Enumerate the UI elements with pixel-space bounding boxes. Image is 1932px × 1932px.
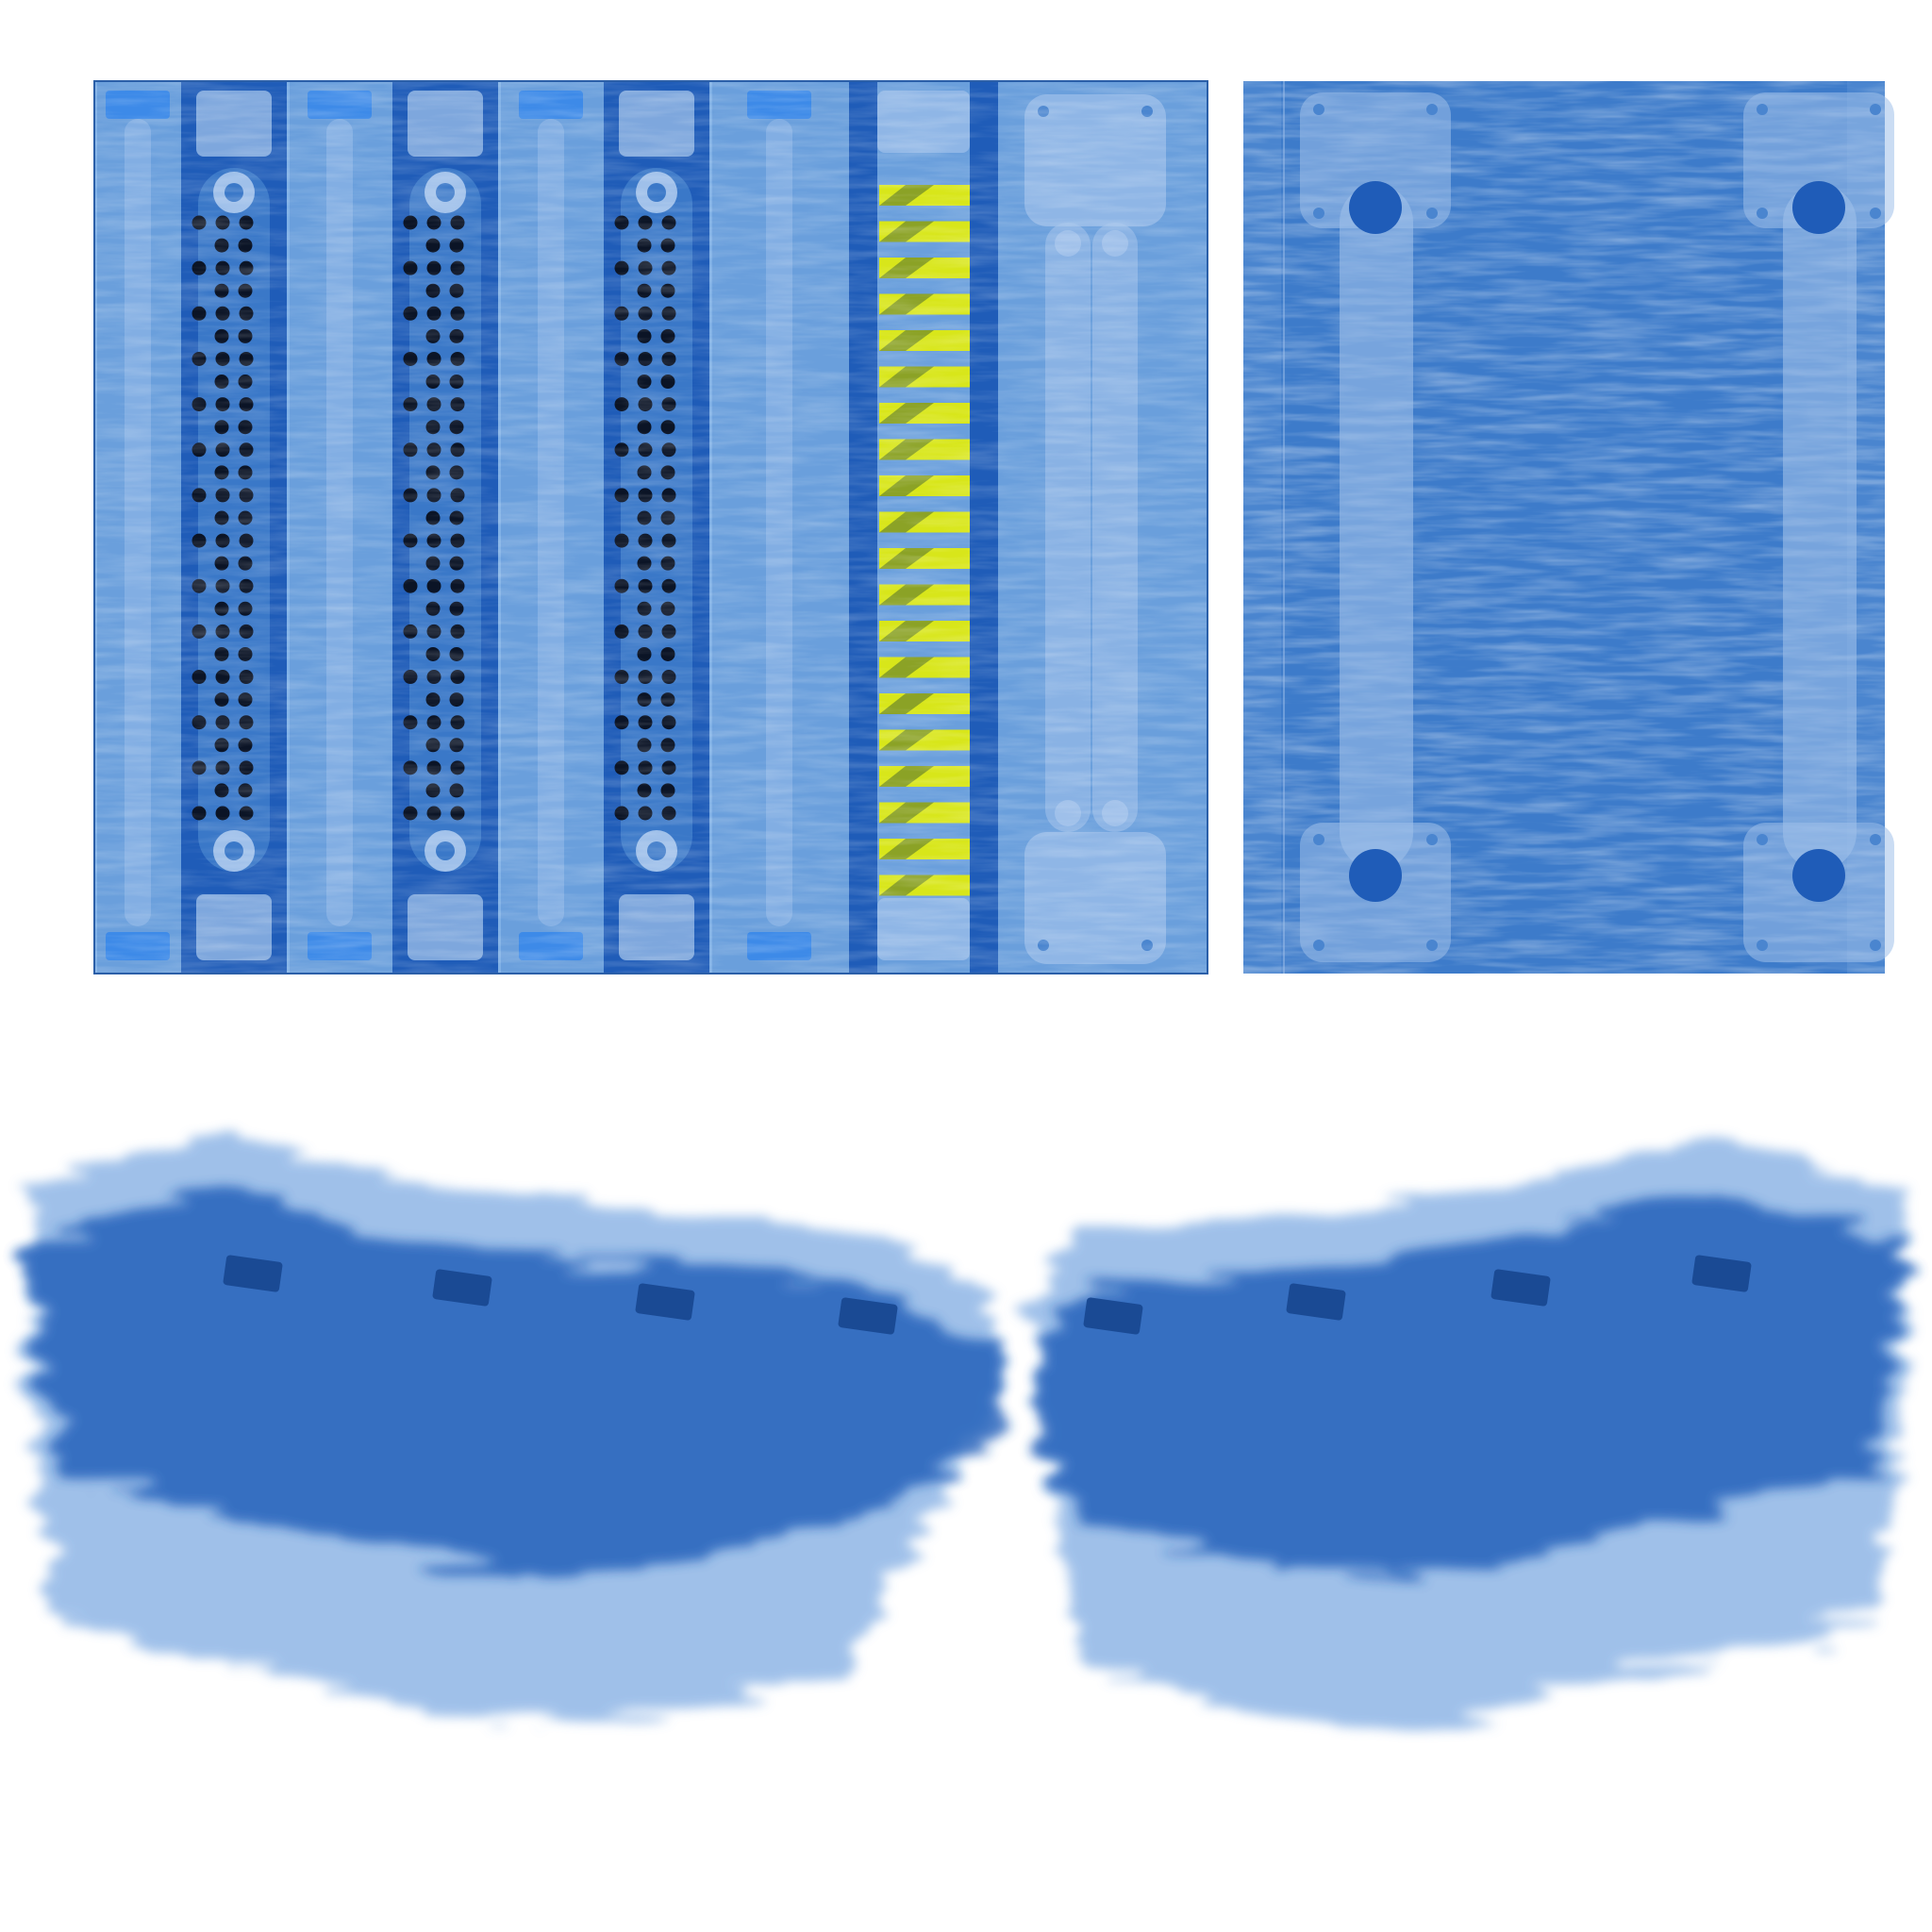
wing-tab — [223, 1255, 283, 1292]
grip-bolt-bottom — [1792, 849, 1845, 902]
wing-tab — [1491, 1269, 1551, 1307]
screw — [1757, 834, 1768, 845]
screw — [1757, 208, 1768, 219]
screw — [1313, 834, 1324, 845]
screw — [1870, 834, 1881, 845]
wing-tab — [1286, 1283, 1346, 1321]
screw — [1757, 104, 1768, 115]
handle-plate-top — [1743, 92, 1894, 228]
wing-tab — [838, 1297, 898, 1335]
top-left-border — [93, 80, 1208, 974]
grip-bolt-top — [1792, 181, 1845, 234]
top-left-panel — [93, 80, 1208, 974]
top-right-seam — [1283, 81, 1285, 974]
screw — [1313, 208, 1324, 219]
screw — [1757, 940, 1768, 951]
screw — [1313, 104, 1324, 115]
handle-grip — [1783, 185, 1857, 870]
grip-bolt-bottom — [1349, 849, 1402, 902]
top-right-panel — [1243, 81, 1894, 974]
side-handle — [1743, 92, 1894, 962]
wing-right — [1036, 1132, 1904, 1726]
screw — [1870, 940, 1881, 951]
screw — [1870, 208, 1881, 219]
screw — [1426, 104, 1438, 115]
screw — [1313, 940, 1324, 951]
grip-bolt-top — [1349, 181, 1402, 234]
wing-tab — [1083, 1297, 1143, 1335]
screw — [1870, 104, 1881, 115]
wing-tab — [432, 1269, 492, 1307]
top-left-grunge — [94, 81, 1208, 974]
bottom-wings — [28, 1132, 1904, 1726]
handle-plate-top — [1300, 92, 1451, 228]
screw — [1426, 208, 1438, 219]
wing-dark — [1036, 1189, 1904, 1575]
wing-tab — [1691, 1255, 1752, 1292]
wing-tab — [635, 1283, 695, 1321]
wing-left — [28, 1132, 1000, 1726]
side-handle — [1300, 92, 1451, 962]
screw — [1426, 834, 1438, 845]
screw — [1426, 940, 1438, 951]
handle-grip — [1340, 185, 1413, 870]
